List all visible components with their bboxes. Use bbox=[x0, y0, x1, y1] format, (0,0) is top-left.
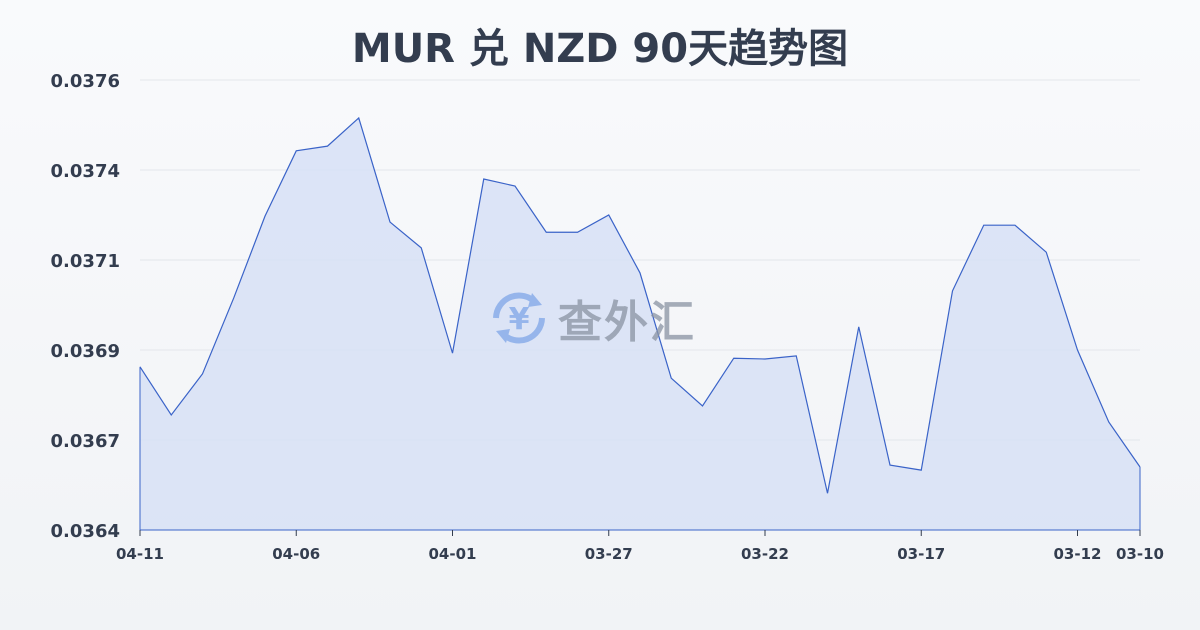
x-tick-label: 03-27 bbox=[585, 545, 633, 563]
x-tick-label: 03-12 bbox=[1054, 545, 1102, 563]
x-tick-label: 03-22 bbox=[741, 545, 789, 563]
watermark-text: 查外汇 bbox=[558, 297, 696, 348]
x-tick-label: 03-17 bbox=[897, 545, 945, 563]
y-tick-label: 0.0376 bbox=[51, 71, 120, 92]
x-tick-label: 04-06 bbox=[272, 545, 320, 563]
area-fill bbox=[140, 117, 1140, 531]
yen-exchange-icon: ¥ bbox=[493, 292, 545, 344]
y-tick-label: 0.0367 bbox=[51, 431, 120, 452]
y-tick-label: 0.0374 bbox=[51, 161, 120, 182]
y-tick-label: 0.0371 bbox=[51, 251, 120, 272]
x-tick-label: 04-11 bbox=[116, 545, 164, 563]
watermark: ¥ 查外汇 bbox=[488, 286, 696, 350]
x-tick-label: 03-10 bbox=[1116, 545, 1164, 563]
y-tick-label: 0.0369 bbox=[51, 341, 120, 362]
x-tick-label: 04-01 bbox=[429, 545, 477, 563]
chart-title: MUR 兑 NZD 90天趋势图 bbox=[351, 26, 849, 72]
svg-text:¥: ¥ bbox=[509, 302, 530, 337]
y-tick-label: 0.0364 bbox=[51, 521, 120, 542]
